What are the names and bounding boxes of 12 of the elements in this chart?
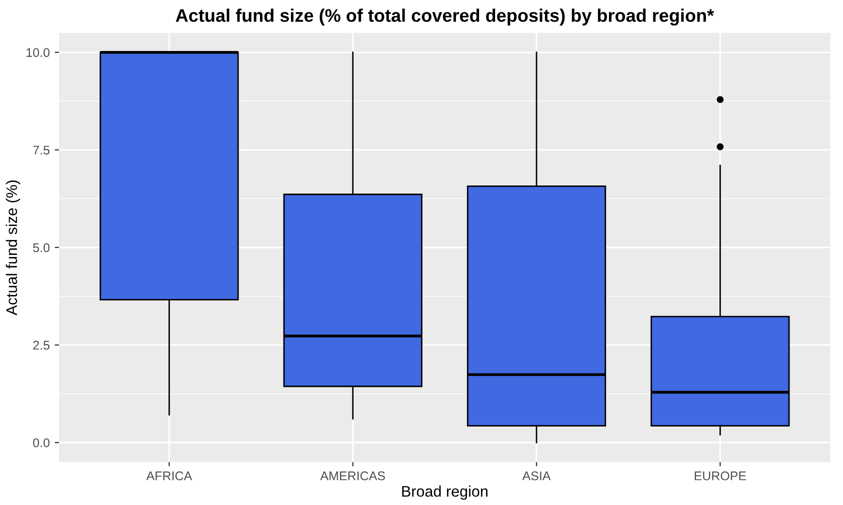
- x-axis-title: Broad region: [402, 486, 488, 500]
- x-tick-label: AMERICAS: [320, 471, 385, 480]
- x-tick-label: AFRICA: [146, 471, 192, 480]
- y-tick-label: 0.0: [33, 438, 50, 448]
- x-tick-label: ASIA: [522, 471, 551, 480]
- y-tick-label: 2.5: [33, 340, 50, 350]
- y-tick-label: 10.0: [26, 48, 50, 57]
- chart-title: Actual fund size (% of total covered deposits) by broad region*: [176, 8, 714, 26]
- y-axis-title: Actual fund size (%): [6, 180, 20, 316]
- x-tick-label: EUROPE: [694, 471, 746, 480]
- y-tick-label: 7.5: [33, 146, 50, 155]
- y-tick-label: 5.0: [33, 243, 50, 252]
